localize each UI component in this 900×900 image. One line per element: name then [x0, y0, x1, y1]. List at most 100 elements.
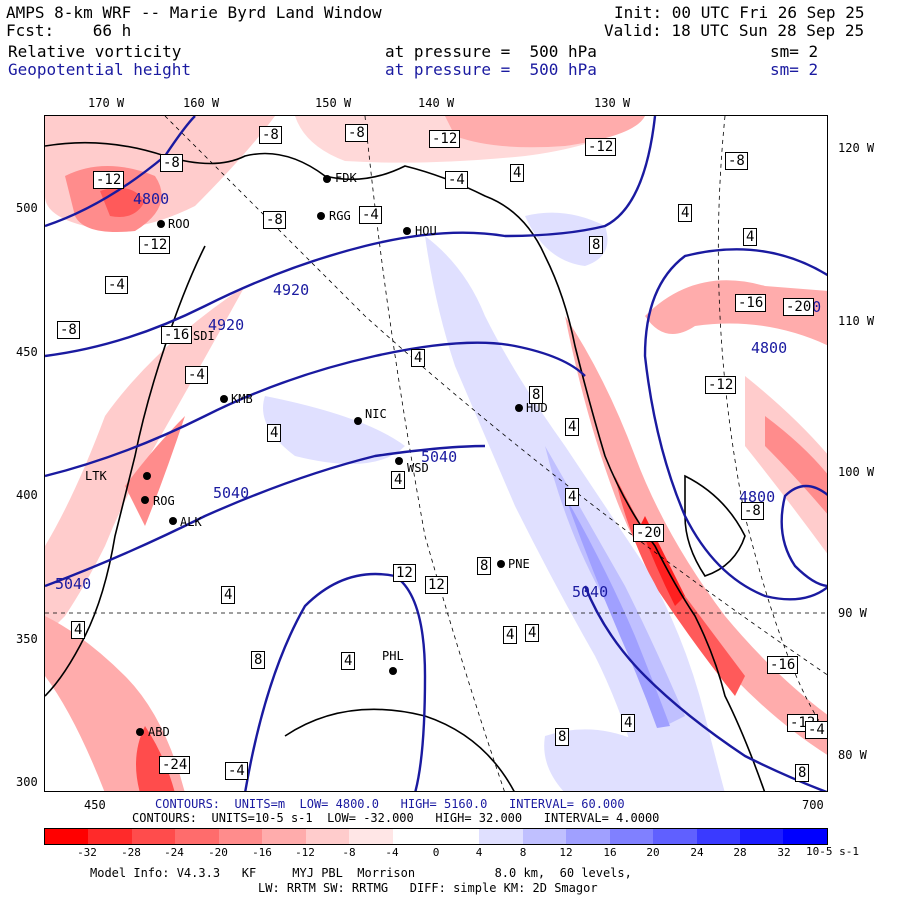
vorticity-label-positive: 4 [411, 349, 426, 367]
grid-x-label: 450 [84, 798, 106, 812]
vorticity-label-positive: 4 [510, 164, 525, 182]
vorticity-label-negative: -4 [805, 721, 827, 739]
colorbar-label: 12 [559, 846, 573, 859]
model-physics: LW: RRTM SW: RRTMG DIFF: simple KM: 2D S… [258, 881, 598, 895]
colorbar-label: 20 [646, 846, 660, 859]
vorticity-label-positive: 8 [555, 728, 570, 746]
valid-time: Valid: 18 UTC Sun 28 Sep 25 [604, 21, 865, 40]
station-label: NIC [365, 407, 387, 421]
station-label: LTK [85, 469, 107, 483]
grid-y-label: 500 [16, 201, 38, 215]
station-label: PHL [382, 649, 404, 663]
grid-y-label: 300 [16, 775, 38, 789]
field2-pressure: at pressure = 500 hPa [385, 60, 597, 79]
lon-label-right: 80 W [838, 748, 867, 762]
height-label: 5040 [572, 583, 609, 601]
field1-smoothing: sm= 2 [770, 42, 819, 61]
graticule [45, 116, 827, 791]
colorbar-label: -32 [77, 846, 97, 859]
map-panel: FDK RGG HOU ROO SDI KMB NIC HUD LTK WSD … [44, 115, 828, 792]
vorticity-label-negative: -12 [93, 171, 125, 189]
vorticity-label-negative: -4 [105, 276, 128, 294]
station-label: KMB [231, 392, 253, 406]
vorticity-label-negative: -16 [735, 294, 767, 312]
colorbar-label: -12 [295, 846, 315, 859]
grid-y-label: 350 [16, 632, 38, 646]
vorticity-label-negative: -8 [259, 126, 282, 144]
vorticity-label-negative: -4 [359, 206, 382, 224]
vorticity-label-negative: -4 [445, 171, 468, 189]
vorticity-label-negative: -4 [185, 366, 208, 384]
station-label: RGG [329, 209, 351, 223]
vorticity-label-positive: 4 [221, 586, 236, 604]
vorticity-label-positive: 4 [743, 228, 758, 246]
vorticity-label-positive: 8 [529, 386, 544, 404]
init-time: Init: 00 UTC Fri 26 Sep 25 [614, 3, 865, 22]
vorticity-label-negative: -12 [585, 138, 617, 156]
vorticity-label-positive: 4 [391, 471, 406, 489]
vorticity-label-positive: 8 [477, 557, 492, 575]
station-label: ALK [180, 515, 202, 529]
station-label: ROO [168, 217, 190, 231]
colorbar-label: -20 [208, 846, 228, 859]
lon-label-right: 90 W [838, 606, 867, 620]
height-label: 4920 [208, 316, 245, 334]
station-label: WSD [407, 461, 429, 475]
colorbar-label: -24 [164, 846, 184, 859]
lon-label-top: 150 W [315, 96, 352, 110]
vorticity-label-positive: 8 [589, 236, 604, 254]
field2-name: Geopotential height [8, 60, 192, 79]
colorbar [44, 828, 828, 845]
vorticity-contour-info: CONTOURS: UNITS=10-5 s-1 LOW= -32.000 HI… [132, 811, 660, 825]
vorticity-label-positive: 8 [795, 764, 810, 782]
lon-label-top: 160 W [183, 96, 220, 110]
vorticity-label-negative: -12 [705, 376, 737, 394]
vorticity-label-negative: -8 [57, 321, 80, 339]
grid-x-label: 700 [802, 798, 824, 812]
vorticity-label-negative: -8 [160, 154, 183, 172]
vorticity-label-negative: -20 [783, 298, 815, 316]
station-label: PNE [508, 557, 530, 571]
lon-label-right: 110 W [838, 314, 875, 328]
height-label: 5040 [55, 575, 92, 593]
station-label: FDK [335, 171, 357, 185]
lon-label-top: 130 W [594, 96, 631, 110]
field1-pressure: at pressure = 500 hPa [385, 42, 597, 61]
height-label: 4920 [273, 281, 310, 299]
height-label: 4800 [739, 488, 776, 506]
colorbar-label: 16 [603, 846, 617, 859]
vorticity-label-negative: -12 [429, 130, 461, 148]
vorticity-label-positive: 4 [565, 418, 580, 436]
vorticity-label-negative: -8 [725, 152, 748, 170]
vorticity-label-positive: 4 [678, 204, 693, 222]
field1-name: Relative vorticity [8, 42, 182, 61]
vorticity-label-negative: -12 [139, 236, 171, 254]
vorticity-label-negative: -4 [225, 762, 248, 780]
station-label: ROG [153, 494, 175, 508]
vorticity-label-positive: 4 [525, 624, 540, 642]
colorbar-unit: 10-5 s-1 [806, 845, 859, 858]
station-label: HUD [526, 401, 548, 415]
height-label: 5040 [421, 448, 458, 466]
vorticity-label-negative: -8 [345, 124, 368, 142]
map-title: AMPS 8-km WRF -- Marie Byrd Land Window [6, 3, 382, 22]
vorticity-label-negative: -16 [161, 326, 193, 344]
vorticity-label-positive: 12 [393, 564, 416, 582]
vorticity-label-positive: 4 [621, 714, 636, 732]
vorticity-label-negative: -24 [159, 756, 191, 774]
colorbar-label: -4 [385, 846, 399, 859]
colorbar-label: -8 [342, 846, 356, 859]
colorbar-label: 8 [519, 846, 527, 859]
field2-smoothing: sm= 2 [770, 60, 819, 79]
vorticity-label-negative: -8 [263, 211, 286, 229]
height-label: 4800 [751, 339, 788, 357]
vorticity-label-negative: -20 [633, 524, 665, 542]
vorticity-label-positive: 4 [341, 652, 356, 670]
colorbar-label: -16 [252, 846, 272, 859]
vorticity-label-positive: 4 [503, 626, 518, 644]
station-label: SDI [193, 329, 215, 343]
lon-label-right: 100 W [838, 465, 875, 479]
colorbar-label: 28 [733, 846, 747, 859]
height-contours [45, 116, 827, 791]
colorbar-label: 0 [432, 846, 440, 859]
